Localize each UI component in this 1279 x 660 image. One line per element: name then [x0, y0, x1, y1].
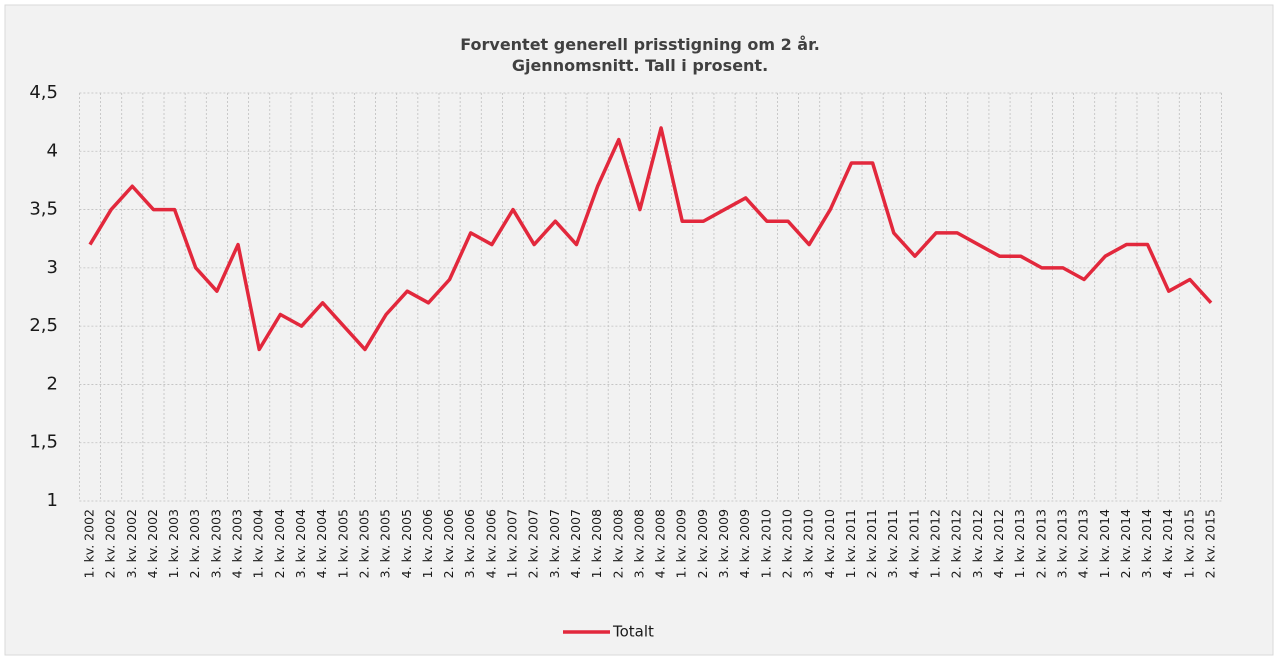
x-tick-label: 1. kv. 2002: [81, 509, 96, 578]
x-tick-label: 2. kv. 2011: [864, 509, 879, 578]
x-tick-label: 2. kv. 2013: [1033, 509, 1048, 578]
y-tick-label: 3,5: [29, 199, 58, 220]
x-tick-label: 1. kv. 2010: [758, 509, 773, 578]
x-tick-label: 4. kv. 2008: [653, 509, 668, 578]
x-tick-label: 4. kv. 2011: [906, 509, 921, 578]
y-tick-label: 2,5: [29, 315, 58, 336]
x-tick-label: 2. kv. 2010: [779, 509, 794, 578]
x-tick-label: 3. kv. 2012: [970, 509, 985, 578]
x-tick-label: 1. kv. 2013: [1012, 509, 1027, 578]
x-tick-label: 1. kv. 2005: [335, 509, 350, 578]
x-tick-label: 3. kv. 2007: [547, 509, 562, 578]
x-tick-label: 1. kv. 2003: [166, 509, 181, 578]
x-tick-label: 4. kv. 2003: [230, 509, 245, 578]
legend-label: Totalt: [612, 623, 654, 641]
x-tick-label: 1. kv. 2011: [843, 509, 858, 578]
y-tick-label: 3: [47, 257, 58, 278]
x-tick-label: 4. kv. 2013: [1076, 509, 1091, 578]
x-tick-label: 4. kv. 2002: [145, 509, 160, 578]
x-tick-label: 3. kv. 2010: [801, 509, 816, 578]
x-tick-label: 1. kv. 2012: [928, 509, 943, 578]
x-tick-label: 1. kv. 2009: [674, 509, 689, 578]
x-tick-label: 3. kv. 2002: [124, 509, 139, 578]
x-tick-label: 2. kv. 2005: [356, 509, 371, 578]
line-series: [88, 126, 1213, 352]
x-tick-label: 2. kv. 2012: [949, 509, 964, 578]
x-tick-label: 3. kv. 2005: [378, 509, 393, 578]
x-tick-label: 3. kv. 2003: [208, 509, 223, 578]
chart-title: Forventet generell prisstigning om 2 år.: [460, 35, 820, 54]
x-tick-label: 1. kv. 2008: [589, 509, 604, 578]
chart-background: [4, 4, 1274, 656]
y-tick-label: 1: [47, 490, 58, 511]
x-tick-label: 1. kv. 2014: [1097, 509, 1112, 578]
x-tick-label: 3. kv. 2014: [1139, 509, 1154, 578]
x-tick-label: 3. kv. 2004: [293, 509, 308, 578]
x-tick-label: 4. kv. 2005: [399, 509, 414, 578]
x-tick-label: 4. kv. 2007: [568, 509, 583, 578]
x-tick-label: 2. kv. 2002: [103, 509, 118, 578]
x-tick-label: 1. kv. 2015: [1181, 509, 1196, 578]
x-tick-label: 2. kv. 2004: [272, 509, 287, 578]
x-tick-label: 2. kv. 2015: [1203, 509, 1218, 578]
x-tick-label: 1. kv. 2004: [251, 509, 266, 578]
x-tick-label: 2. kv. 2008: [610, 509, 625, 578]
y-tick-label: 4: [47, 140, 58, 161]
x-tick-label: 4. kv. 2009: [737, 509, 752, 578]
x-tick-label: 4. kv. 2006: [483, 509, 498, 578]
x-tick-label: 3. kv. 2009: [716, 509, 731, 578]
x-tick-label: 2. kv. 2009: [695, 509, 710, 578]
x-tick-label: 2. kv. 2014: [1118, 509, 1133, 578]
x-tick-label: 4. kv. 2004: [314, 509, 329, 578]
x-tick-label: 3. kv. 2013: [1054, 509, 1069, 578]
y-tick-label: 1,5: [29, 432, 58, 453]
x-tick-label: 4. kv. 2012: [991, 509, 1006, 578]
chart-title: Gjennomsnitt. Tall i prosent.: [512, 56, 768, 75]
x-tick-label: 3. kv. 2006: [462, 509, 477, 578]
y-tick-label: 2: [47, 373, 58, 394]
x-tick-label: 1. kv. 2006: [420, 509, 435, 578]
x-tick-label: 2. kv. 2007: [526, 509, 541, 578]
x-tick-label: 4. kv. 2010: [822, 509, 837, 578]
x-tick-label: 1. kv. 2007: [505, 509, 520, 578]
x-tick-label: 3. kv. 2008: [631, 509, 646, 578]
x-tick-label: 4. kv. 2014: [1160, 509, 1175, 578]
x-tick-label: 3. kv. 2011: [885, 509, 900, 578]
y-tick-label: 4,5: [29, 82, 58, 103]
x-tick-label: 2. kv. 2006: [441, 509, 456, 578]
x-tick-label: 2. kv. 2003: [187, 509, 202, 578]
